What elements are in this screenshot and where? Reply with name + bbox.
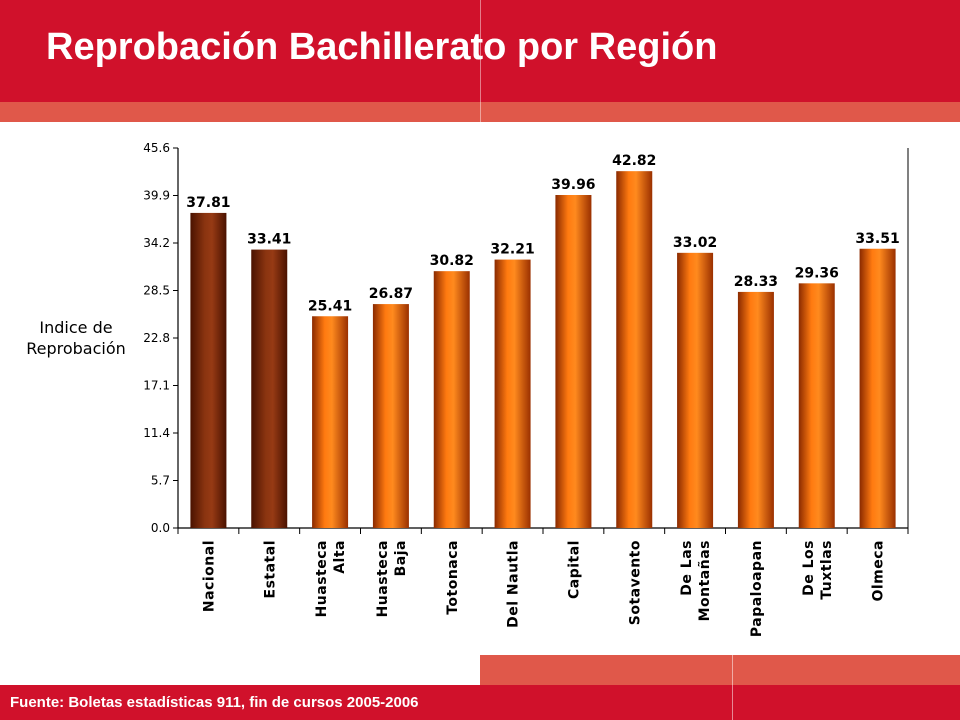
- footer-accent-block: [480, 655, 960, 685]
- bar: [737, 291, 774, 528]
- data-label: 33.51: [855, 231, 899, 247]
- category-label: Montañas: [697, 540, 713, 621]
- data-label: 26.87: [369, 286, 413, 302]
- data-label: 32.21: [490, 242, 534, 258]
- data-label: 33.02: [673, 235, 717, 251]
- data-label: 42.82: [612, 153, 656, 169]
- y-tick-label: 45.6: [143, 141, 170, 155]
- y-tick-label: 34.2: [143, 236, 170, 250]
- y-tick-label: 17.1: [143, 379, 170, 393]
- category-label: Nacional: [201, 540, 217, 612]
- category-label: Olmeca: [871, 540, 887, 602]
- header-divider: [480, 0, 481, 122]
- y-tick-label: 39.9: [143, 189, 170, 203]
- y-tick-label: 0.0: [151, 521, 170, 535]
- page-title: Reprobación Bachillerato por Región: [46, 26, 718, 68]
- chart-bars: [190, 171, 896, 529]
- data-label: 37.81: [186, 195, 230, 211]
- category-label: Del Nautla: [506, 540, 522, 628]
- category-label: Alta: [332, 540, 348, 574]
- bar: [859, 248, 896, 528]
- category-label: Huasteca: [375, 540, 391, 617]
- bar: [372, 304, 409, 528]
- data-label: 29.36: [795, 265, 839, 281]
- bar: [798, 283, 835, 528]
- category-label: De Las: [679, 540, 695, 596]
- data-label: 28.33: [734, 274, 778, 290]
- category-label: Totonaca: [445, 540, 461, 615]
- data-label: 33.41: [247, 232, 291, 248]
- bar: [555, 195, 592, 528]
- category-label: Sotavento: [627, 540, 643, 625]
- category-label: De Los: [801, 540, 817, 596]
- category-label: Capital: [566, 540, 582, 599]
- y-axis-title: Indice de Reprobación: [26, 318, 126, 358]
- category-label: Tuxtlas: [819, 540, 835, 600]
- header-stripe: [0, 102, 960, 122]
- chart-axes: 0.0 5.7 11.4 17.1 22.8 28.5 34.2 39.9 45.6: [143, 141, 909, 535]
- footer-divider: [732, 655, 733, 720]
- bar: [433, 271, 470, 528]
- bar: [190, 212, 227, 528]
- y-tick-label: 11.4: [143, 426, 170, 440]
- data-label: 39.96: [551, 177, 595, 193]
- category-label: Estatal: [262, 540, 278, 598]
- category-label: Papaloapan: [749, 540, 765, 637]
- category-label: Huasteca: [314, 540, 330, 617]
- bar: [494, 259, 531, 528]
- data-label: 30.82: [430, 253, 474, 269]
- category-label: Baja: [393, 540, 409, 576]
- bar: [677, 252, 714, 529]
- y-tick-label: 28.5: [143, 284, 170, 298]
- source-note: Fuente: Boletas estadísticas 911, fin de…: [10, 694, 419, 711]
- y-tick-label: 22.8: [143, 331, 170, 345]
- bar: [312, 316, 349, 528]
- y-tick-label: 5.7: [151, 474, 170, 488]
- bar: [251, 249, 288, 529]
- footer-bar: [0, 685, 960, 720]
- header-bar: [0, 0, 960, 102]
- data-label: 25.41: [308, 298, 352, 314]
- bar: [616, 171, 653, 528]
